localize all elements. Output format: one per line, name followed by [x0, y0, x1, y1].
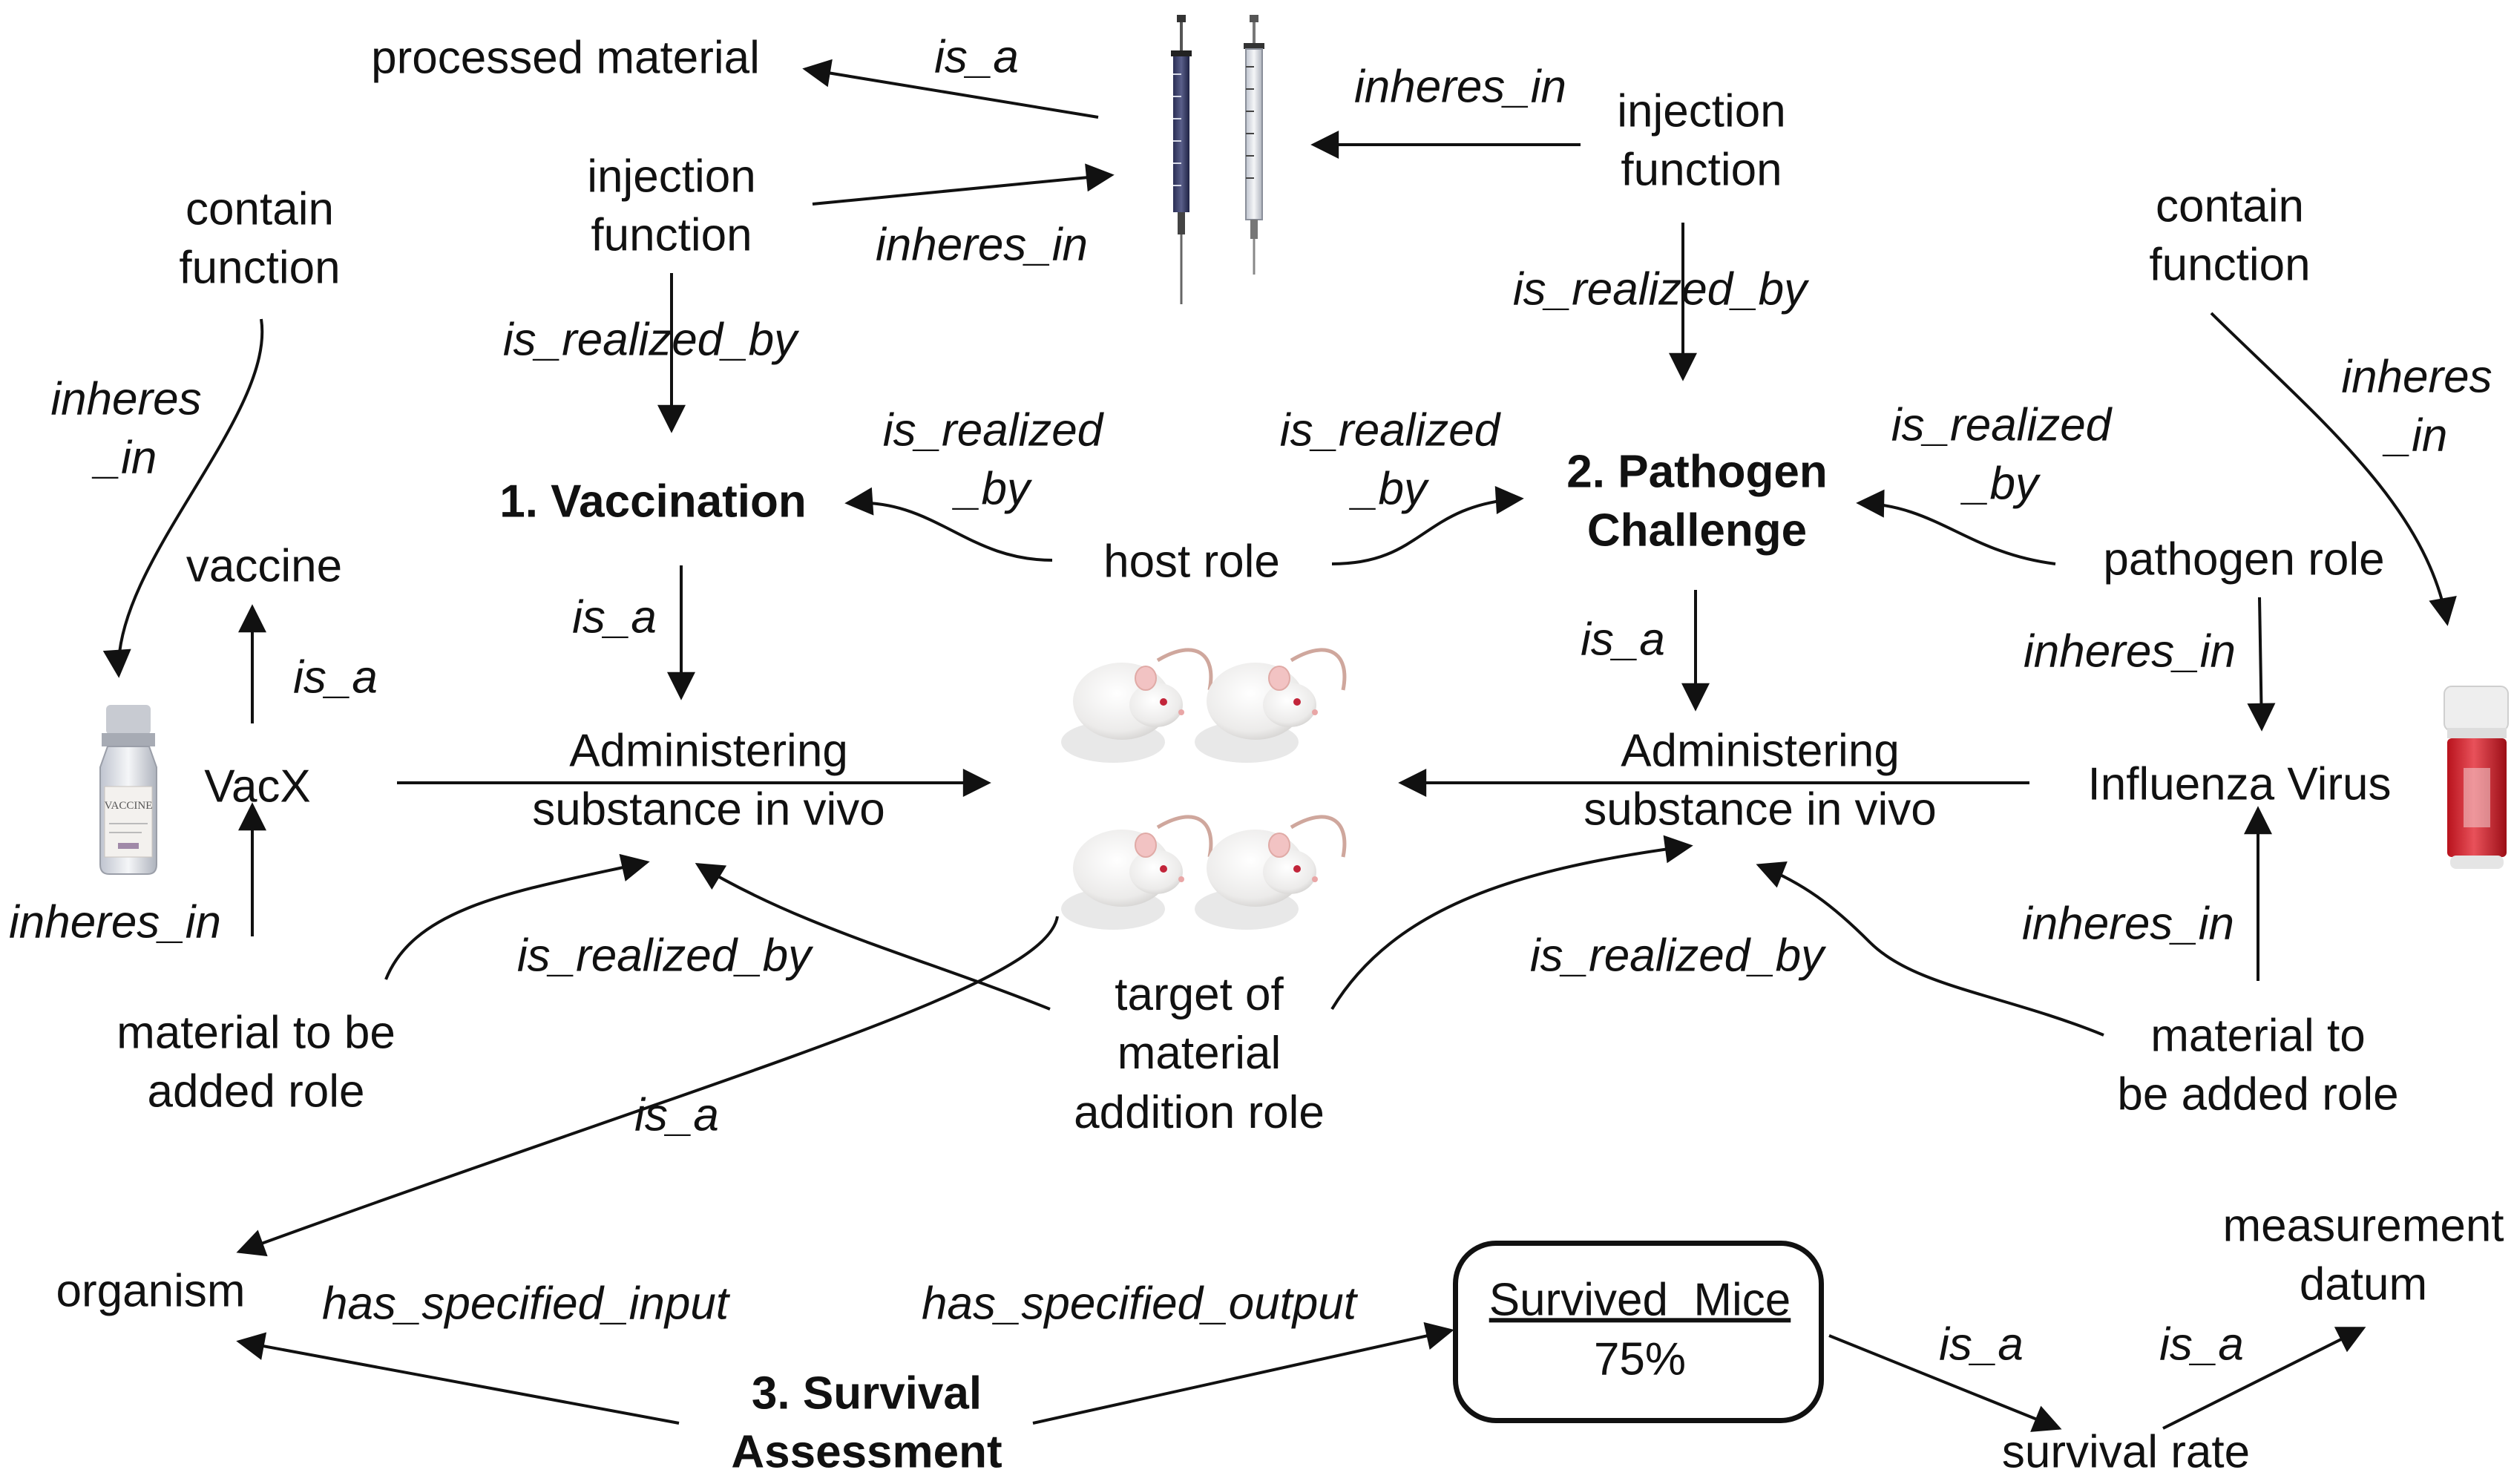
rel-is-a-pathogen: is_a: [1581, 614, 1665, 666]
node-vacx: VacX: [204, 761, 311, 812]
node-survival-assessment: 3. Survival Assessment: [731, 1368, 1002, 1478]
edge-host-realized-pathogen: [1331, 486, 1524, 565]
rel-is-a-vaccine: is_a: [293, 651, 378, 703]
edge-syringe-isa-processed: [802, 59, 1099, 119]
node-measurement-datum: measurement datum: [2222, 1200, 2504, 1310]
node-organism: organism: [56, 1265, 246, 1317]
node-pathogen-role: pathogen role: [2103, 533, 2385, 585]
node-injection-function-left: injection function: [587, 151, 756, 261]
edge-pathogen-role-inheres: [2247, 597, 2276, 732]
node-target-role: target of material addition role: [1074, 968, 1325, 1138]
rel-is-realized-host-left: is_realized _by: [882, 404, 1103, 515]
rel-inheres-in-syringe-right: inheres_in: [1353, 61, 1567, 113]
rel-is-realized-pathogen: is_realized _by: [1891, 399, 2112, 510]
rel-inheres-in-contain-left: inheres _in: [50, 373, 202, 484]
edge-host-realized-vaccination: [844, 487, 1053, 562]
node-material-added-right: material to be added role: [2117, 1010, 2399, 1120]
rel-is-a-organism: is_a: [634, 1089, 719, 1141]
node-processed-material: processed material: [371, 32, 760, 84]
survived-mice-box: [1453, 1241, 1824, 1423]
rel-is-realized-by-inj-right: is_realized_by: [1512, 263, 1808, 315]
survived-mice-title: Survived Mice: [1489, 1274, 1791, 1326]
node-contain-function-right: contain function: [2149, 180, 2311, 291]
edge-pathogen-role-realized: [1856, 489, 2056, 565]
rel-is-realized-material-right: is_realized_by: [1529, 930, 1825, 982]
syringe-left-icon: [1171, 15, 1192, 304]
rel-is-realized-by-inj-left: is_realized_by: [502, 314, 798, 366]
node-influenza-virus: Influenza Virus: [2087, 758, 2392, 810]
rel-is-realized-material-left: is_realized_by: [516, 930, 812, 982]
mouse-icon: [1195, 815, 1347, 930]
vaccine-vial-image: VACCINE: [99, 705, 157, 875]
rel-is-a-processed: is_a: [934, 31, 1019, 83]
syringes-image: [1171, 15, 1264, 304]
edge-target-realized-right: [1330, 835, 1693, 1011]
mouse-icon: [1061, 815, 1213, 930]
rel-inheres-in-syringe-left: inheres_in: [875, 219, 1089, 271]
edge-target-realized-left: [695, 863, 1051, 1011]
rel-inheres-in-influenza: inheres_in: [2021, 898, 2235, 950]
rel-inheres-in-pathogen-role: inheres_in: [2023, 626, 2236, 677]
rel-is-a-survival-rate: is_a: [1939, 1319, 2024, 1370]
survived-mice-value: 75%: [1593, 1333, 1687, 1385]
mouse-icon: [1061, 648, 1213, 763]
edge-material-right-realized: [1756, 861, 2104, 1037]
edge-survival-output: [1032, 1322, 1454, 1425]
edge-mice-isa-survival-rate: [1828, 1334, 2062, 1432]
node-injection-function-right: injection function: [1617, 85, 1786, 196]
rel-is-a-vaccination: is_a: [572, 591, 657, 643]
node-survival-rate: survival rate: [2001, 1426, 2251, 1478]
node-material-added-left: material to be added role: [116, 1007, 396, 1117]
rel-inheres-in-vacx: inheres_in: [8, 896, 222, 948]
mice-image: [1061, 648, 1347, 930]
rel-has-specified-output: has_specified_output: [921, 1278, 1357, 1330]
rel-is-realized-host-right: is_realized _by: [1279, 404, 1500, 515]
node-administering-right: Administering substance in vivo: [1583, 725, 1937, 835]
rel-inheres-in-contain-right: inheres _in: [2341, 351, 2492, 462]
edge-survival-input: [236, 1332, 680, 1425]
mouse-icon: [1195, 648, 1347, 763]
node-host-role: host role: [1103, 536, 1280, 588]
edge-injection-left-inheres: [812, 163, 1115, 206]
node-contain-function-left: contain function: [179, 183, 341, 294]
syringe-right-icon: [1244, 15, 1264, 275]
edge-contain-right-inheres: [2210, 312, 2457, 626]
node-pathogen-challenge: 2. Pathogen Challenge: [1566, 446, 1828, 556]
node-vaccine: vaccine: [186, 540, 343, 592]
rel-is-a-measurement: is_a: [2159, 1319, 2244, 1370]
node-administering-left: Administering substance in vivo: [532, 725, 885, 835]
edge-material-left-realized: [384, 853, 650, 980]
rel-has-specified-input: has_specified_input: [321, 1278, 729, 1330]
edge-survival-rate-isa-measurement: [2162, 1327, 2366, 1430]
node-vaccination: 1. Vaccination: [499, 476, 807, 528]
svg-text:VACCINE: VACCINE: [105, 800, 153, 812]
edge-contain-left-inheres: [102, 318, 264, 678]
virus-vial-image: [2444, 686, 2509, 869]
edge-target-isa-organism: [236, 916, 1059, 1257]
